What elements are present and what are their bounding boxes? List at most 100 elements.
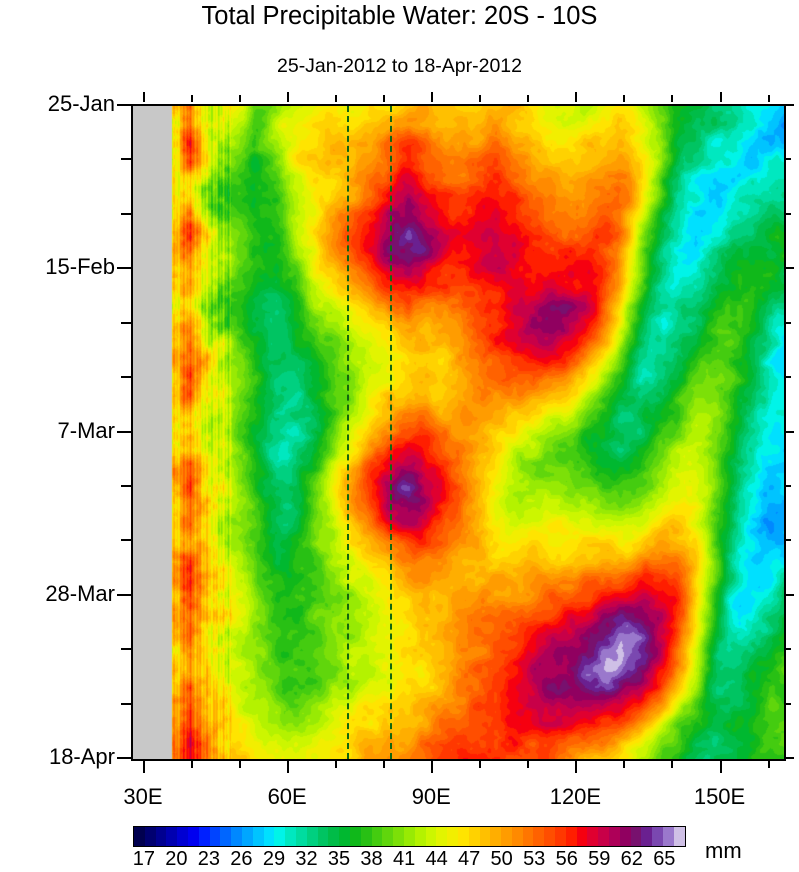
x-tick-inner	[383, 95, 386, 102]
colorbar-cell-45	[619, 827, 631, 846]
x-tick-inner	[239, 95, 242, 102]
y-tick-inner	[784, 212, 791, 215]
colorbar-cell-47	[641, 827, 653, 846]
x-tick-inner	[479, 95, 482, 102]
colorbar-cell-22	[371, 827, 383, 846]
y-tick-minor	[121, 321, 131, 324]
colorbar-cell-0	[134, 827, 145, 846]
colorbar-cell-38	[544, 827, 556, 846]
x-tick-inner	[575, 92, 578, 102]
y-tick-major	[117, 104, 131, 106]
x-axis-tick-label: 150E	[693, 784, 746, 809]
colorbar-cell-31	[468, 827, 480, 846]
precipitable-water-field	[133, 106, 784, 759]
colorbar-tick-label: 56	[555, 848, 578, 870]
y-tick-inner	[784, 702, 791, 705]
colorbar-cell-30	[457, 827, 469, 846]
colorbar-cell-21	[360, 827, 372, 846]
colorbar-tick-label: 44	[425, 848, 448, 870]
y-tick-major	[117, 267, 131, 270]
y-tick-inner	[784, 593, 794, 596]
colorbar-cell-46	[630, 827, 642, 846]
x-tick-inner	[287, 92, 290, 102]
x-tick-inner	[767, 95, 770, 102]
colorbar-cell-25	[403, 827, 415, 846]
colorbar-cell-34	[501, 827, 512, 846]
colorbar-cell-33	[490, 827, 502, 846]
colorbar-cell-29	[447, 827, 458, 846]
colorbar-units-label: mm	[705, 838, 742, 863]
colorbar-tick-label: 26	[230, 848, 253, 870]
colorbar-cell-24	[393, 827, 404, 846]
colorbar-cell-50	[673, 827, 685, 846]
colorbar-cell-2	[155, 827, 167, 846]
x-tick-minor	[335, 759, 338, 768]
colorbar-tick-label: 38	[360, 848, 383, 870]
y-tick-major	[117, 430, 131, 433]
y-axis-tick-label: 7-Mar	[57, 417, 115, 443]
x-tick-inner	[431, 92, 434, 102]
colorbar-tick-label: 53	[523, 848, 546, 870]
vertical-dashed-annotation-line	[346, 106, 349, 759]
colorbar-cell-49	[663, 827, 674, 846]
colorbar-cell-4	[177, 827, 188, 846]
colorbar-tick-label: 47	[458, 848, 481, 870]
colorbar-cell-13	[274, 827, 286, 846]
x-tick-minor	[623, 759, 626, 768]
colorbar-tick-label: 62	[620, 848, 643, 870]
y-axis-tick-label: 15-Feb	[45, 254, 115, 280]
x-axis-tick-label: 60E	[267, 784, 307, 809]
colorbar-cell-1	[144, 827, 156, 846]
chart-title: Total Precipitable Water: 20S - 10S	[201, 2, 598, 30]
colorbar-tick-label: 20	[165, 848, 188, 870]
hovmoller-plot-area[interactable]	[131, 104, 786, 761]
y-tick-minor	[121, 539, 131, 542]
colorbar-cell-12	[263, 827, 275, 846]
x-tick-major	[431, 759, 434, 773]
colorbar-cell-16	[306, 827, 318, 846]
x-tick-minor	[239, 759, 242, 768]
colorbar-cell-9	[231, 827, 242, 846]
colorbar-cell-40	[565, 827, 577, 846]
x-tick-minor	[527, 759, 530, 768]
x-tick-inner	[719, 92, 722, 102]
colorbar-cell-32	[479, 827, 491, 846]
colorbar-cell-48	[652, 827, 664, 846]
y-tick-inner	[784, 321, 791, 324]
y-tick-minor	[121, 212, 131, 215]
y-tick-minor	[121, 376, 131, 379]
y-tick-inner	[784, 104, 794, 106]
x-tick-minor	[479, 759, 482, 768]
x-tick-minor	[383, 759, 386, 768]
chart-subtitle: 25-Jan-2012 to 18-Apr-2012	[277, 55, 522, 77]
colorbar-cell-8	[220, 827, 232, 846]
x-tick-inner	[335, 95, 338, 102]
y-tick-inner	[784, 539, 791, 542]
colorbar-cell-37	[533, 827, 545, 846]
colorbar-cell-17	[317, 827, 329, 846]
colorbar-tick-label: 65	[653, 848, 676, 870]
y-tick-inner	[784, 376, 791, 379]
colorbar-cell-3	[166, 827, 178, 846]
colorbar[interactable]	[133, 826, 686, 847]
x-tick-major	[575, 759, 578, 773]
y-tick-minor	[121, 648, 131, 651]
colorbar-cell-18	[328, 827, 340, 846]
colorbar-cell-14	[285, 827, 296, 846]
colorbar-cell-42	[587, 827, 599, 846]
y-tick-minor	[121, 484, 131, 487]
colorbar-tick-label: 41	[392, 848, 416, 870]
colorbar-cell-27	[425, 827, 437, 846]
x-tick-inner	[623, 95, 626, 102]
colorbar-cell-26	[414, 827, 426, 846]
y-tick-major	[117, 593, 131, 596]
x-tick-major	[719, 759, 722, 773]
y-tick-inner	[784, 757, 794, 759]
colorbar-cell-36	[522, 827, 534, 846]
colorbar-cell-35	[511, 827, 523, 846]
colorbar-cell-44	[609, 827, 620, 846]
y-axis-tick-label: 28-Mar	[45, 580, 115, 606]
y-axis-tick-label: 18-Apr	[48, 744, 115, 769]
vertical-dashed-annotation-line	[390, 106, 393, 759]
